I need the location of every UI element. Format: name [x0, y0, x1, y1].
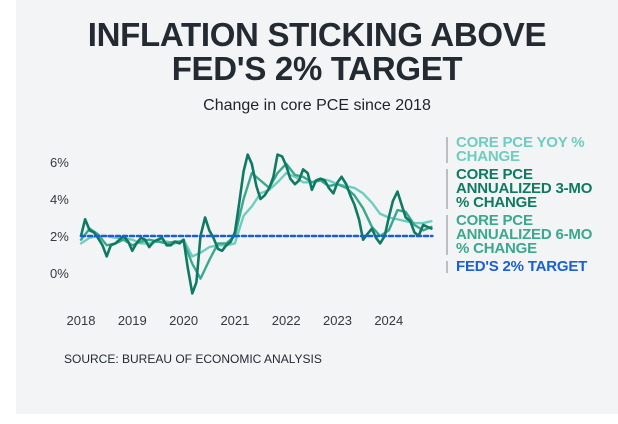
series-line: [79, 162, 433, 280]
legend-label: CORE PCE ANNUALIZED 3-MO % CHANGE: [456, 166, 593, 211]
legend-divider: [446, 137, 448, 163]
legend-label: FED'S 2% TARGET: [456, 258, 588, 275]
chart-legend: CORE PCE YOY % CHANGE CORE PCE ANNUALIZED…: [446, 134, 616, 278]
legend-label: CORE PCE ANNUALIZED 6-MO % CHANGE: [456, 212, 593, 257]
y-axis-ticks: 6% 4% 2% 0%: [50, 155, 69, 281]
legend-item: FED'S 2% TARGET: [446, 258, 616, 275]
y-tick-label: 6%: [50, 155, 69, 170]
x-tick-label: 2021: [220, 313, 249, 328]
y-tick-label: 0%: [50, 266, 69, 281]
y-tick-label: 4%: [50, 192, 69, 207]
x-axis-ticks: 2018 2019 2020 2021 2022 2023 2024: [67, 313, 404, 328]
chart-title-line-1: INFLATION STICKING ABOVE: [87, 16, 547, 53]
y-tick-label: 2%: [50, 229, 69, 244]
x-tick-label: 2019: [118, 313, 147, 328]
legend-label: CORE PCE YOY % CHANGE: [456, 134, 585, 165]
chart-title: INFLATION STICKING ABOVE FED'S 2% TARGET: [16, 18, 618, 86]
series-line: [79, 153, 433, 295]
source-note: SOURCE: BUREAU OF ECONOMIC ANALYSIS: [64, 352, 322, 366]
chart-title-line-2: FED'S 2% TARGET: [171, 50, 463, 87]
x-tick-label: 2024: [374, 313, 403, 328]
legend-item: CORE PCE ANNUALIZED 6-MO % CHANGE: [446, 212, 606, 257]
chart-card: INFLATION STICKING ABOVE FED'S 2% TARGET…: [16, 0, 618, 414]
legend-divider: [446, 169, 448, 209]
chart-series: [79, 153, 434, 295]
x-tick-label: 2020: [169, 313, 198, 328]
legend-divider: [446, 215, 448, 255]
x-tick-label: 2018: [67, 313, 96, 328]
x-tick-label: 2023: [323, 313, 352, 328]
line-chart: 6% 4% 2% 0% 2018 2019 2020 2021 2022 2023 2024: [50, 153, 434, 328]
legend-item: CORE PCE ANNUALIZED 3-MO % CHANGE: [446, 166, 606, 211]
x-tick-label: 2022: [272, 313, 301, 328]
legend-divider: [446, 261, 448, 273]
legend-item: CORE PCE YOY % CHANGE: [446, 134, 606, 165]
chart-subtitle: Change in core PCE since 2018: [203, 97, 431, 114]
